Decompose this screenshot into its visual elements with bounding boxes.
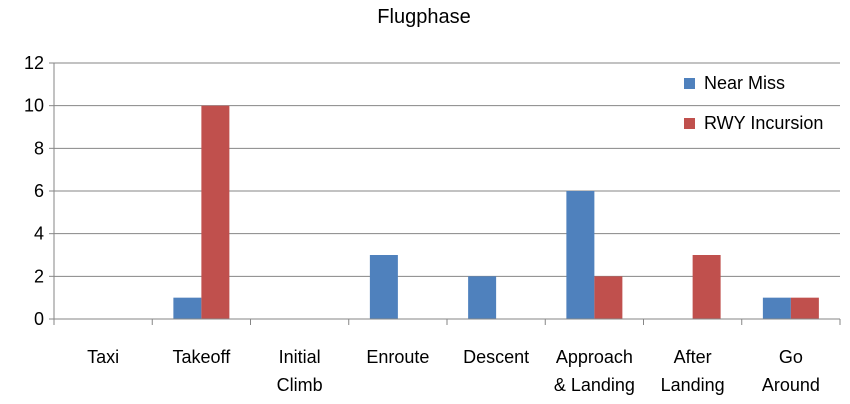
bar-rwy-incursion (201, 105, 230, 320)
x-category-label: Go Around (762, 347, 820, 395)
legend-label: RWY Incursion (704, 113, 823, 133)
y-axis-tick-labels: 0 2 4 6 8 10 12 (24, 53, 44, 329)
bar-rwy-incursion (790, 297, 819, 319)
x-category-label: Takeoff (173, 347, 232, 367)
bar-rwy-incursion (594, 276, 623, 319)
x-category-label: Approach & Landing (554, 347, 635, 395)
x-category-label: After Landing (661, 347, 725, 395)
x-category-label: Descent (463, 347, 529, 367)
bar-rwy-incursion (692, 255, 721, 319)
x-category-label: Initial Climb (277, 347, 323, 395)
y-tick-label: 6 (34, 181, 44, 201)
y-tick-label: 2 (34, 266, 44, 286)
x-axis-category-labels: Taxi Takeoff Initial Climb Enroute Descent App… (87, 347, 820, 395)
x-category-label: Taxi (87, 347, 119, 367)
y-tick-label: 10 (24, 96, 44, 116)
y-tick-label: 8 (34, 138, 44, 158)
legend-swatch (684, 78, 695, 89)
chart-title: Flugphase (377, 6, 470, 28)
bar-near-miss (468, 276, 497, 319)
grid-lines (54, 62, 840, 277)
bar-near-miss (369, 255, 398, 319)
legend: Near Miss RWY Incursion (684, 73, 823, 133)
bars (173, 105, 819, 320)
bar-near-miss (173, 297, 202, 319)
y-tick-label: 12 (24, 53, 44, 73)
x-category-label: Enroute (366, 347, 429, 367)
bar-near-miss (762, 297, 791, 319)
y-tick-label: 4 (34, 224, 44, 244)
y-tick-label: 0 (34, 309, 44, 329)
axes (49, 62, 841, 325)
legend-swatch (684, 118, 695, 129)
legend-label: Near Miss (704, 73, 785, 93)
bar-near-miss (566, 191, 595, 319)
